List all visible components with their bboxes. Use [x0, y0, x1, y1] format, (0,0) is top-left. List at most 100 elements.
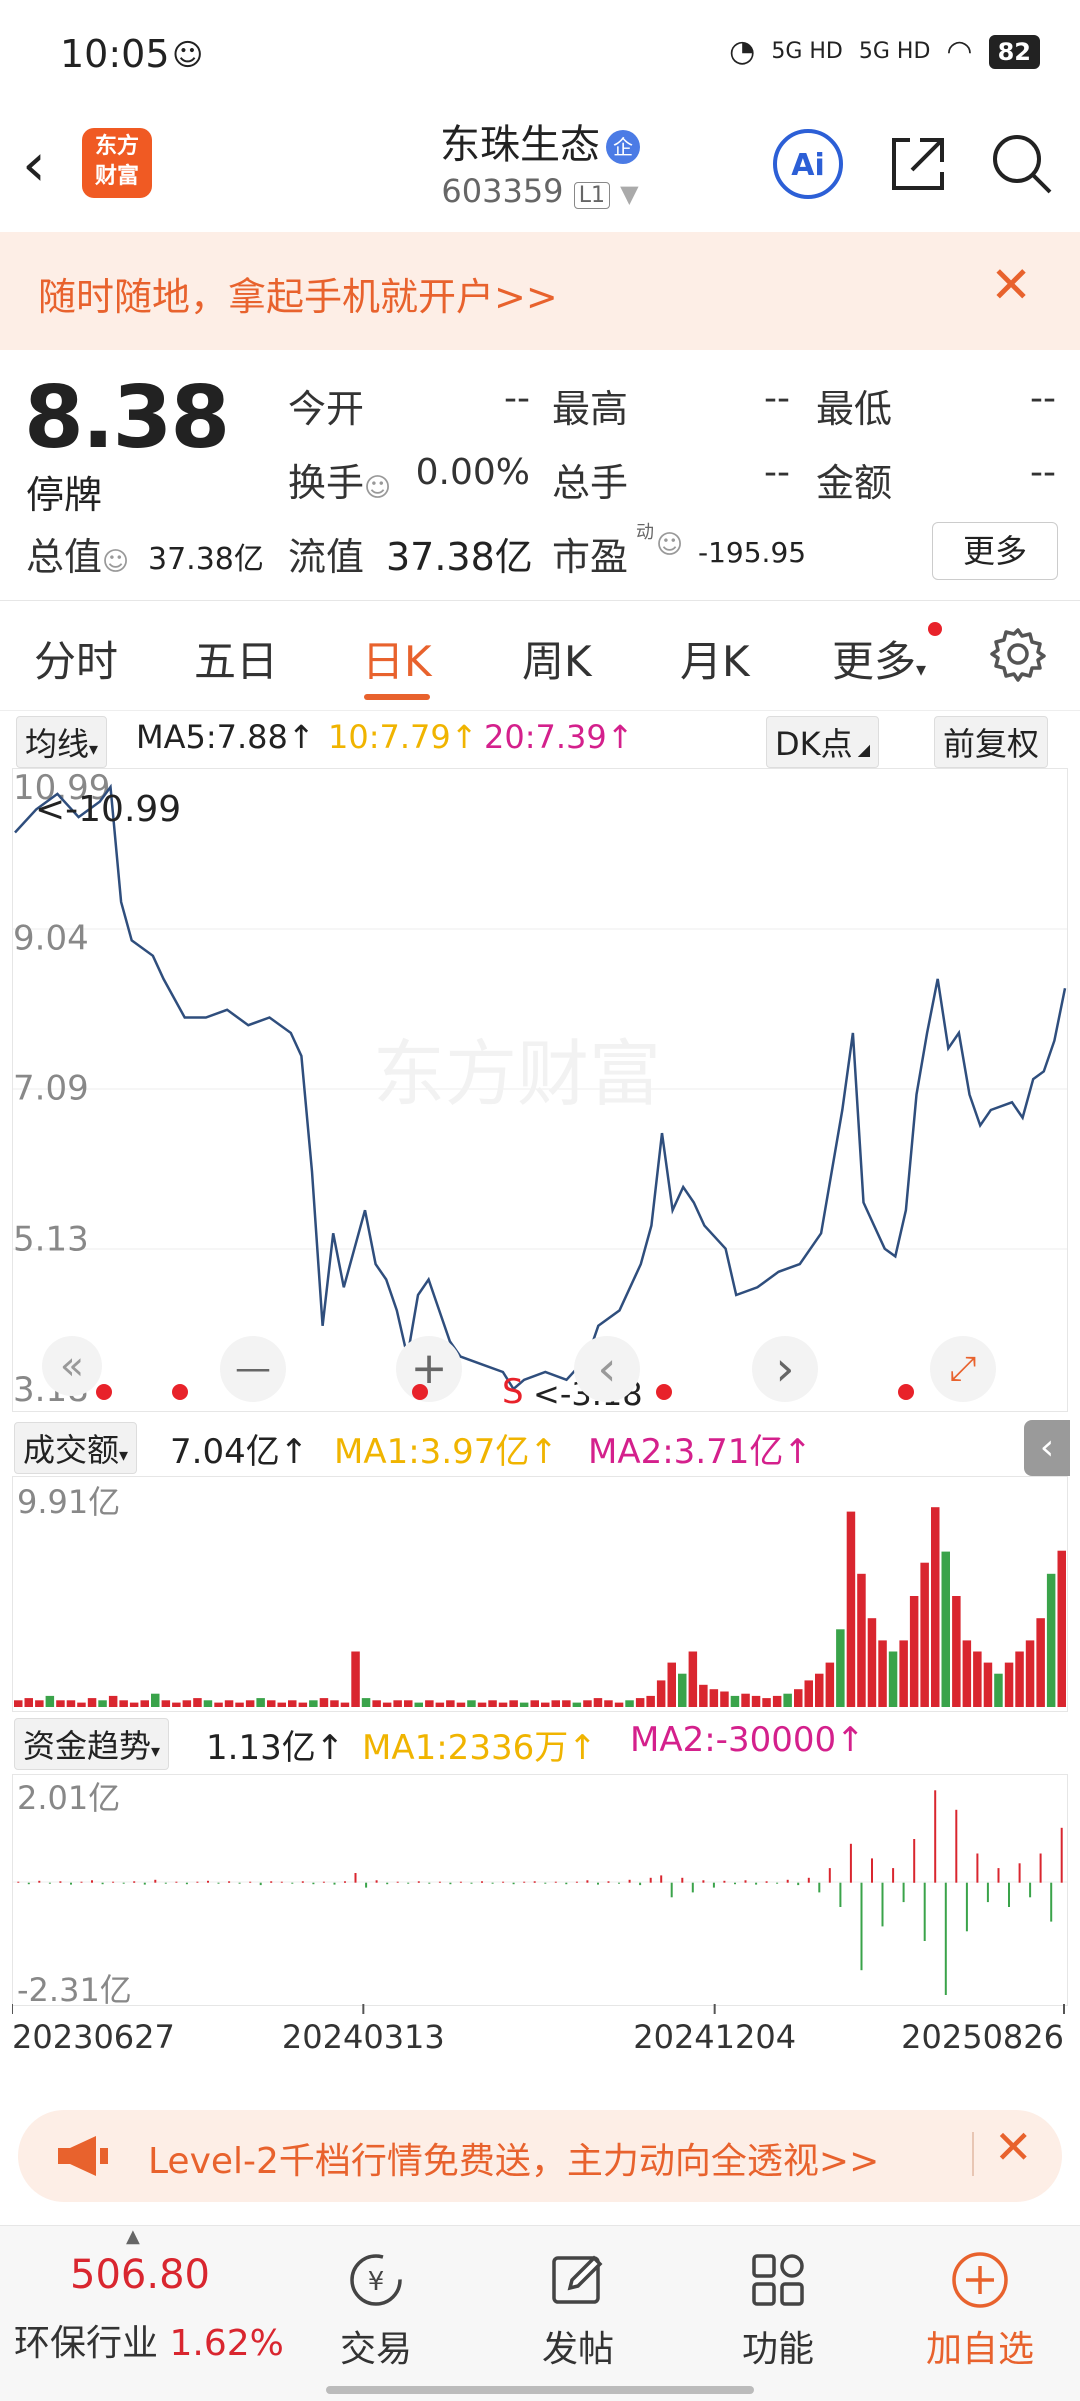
tab-monthly-k[interactable]: 月K — [680, 637, 750, 686]
volume-bar — [288, 1700, 297, 1707]
capital-bar — [797, 1882, 800, 1886]
capital-bar — [417, 1881, 420, 1883]
zoom-in-button[interactable]: + — [396, 1336, 462, 1402]
low-label: 最低 — [816, 387, 893, 431]
capital-ma2: MA2:-30000↑ — [630, 1720, 865, 1760]
volume-bar — [488, 1700, 497, 1707]
prev-button[interactable]: ‹ — [574, 1336, 640, 1402]
volume-bar — [140, 1700, 149, 1707]
brand-logo[interactable]: 东方 财富 — [82, 128, 152, 198]
settings-gear-icon[interactable] — [990, 626, 1046, 682]
event-dot[interactable] — [656, 1384, 672, 1400]
volume-bar — [129, 1702, 139, 1707]
index-name[interactable]: 环保行业 1.62% — [14, 2323, 284, 2364]
next-button[interactable]: › — [752, 1336, 818, 1402]
volume-bar — [530, 1700, 539, 1707]
volume-bar — [625, 1700, 634, 1707]
adjust-price-button[interactable]: 前复权 — [934, 716, 1049, 768]
volume-bar — [667, 1662, 676, 1707]
volume-bar — [551, 1700, 560, 1707]
zoom-out-button[interactable]: — — [220, 1336, 286, 1402]
tab-daily-k[interactable]: 日K — [362, 637, 432, 686]
ai-icon[interactable]: Ai — [770, 126, 846, 202]
add-watchlist-button[interactable]: 加自选 — [880, 2248, 1080, 2372]
volume-bar — [994, 1673, 1003, 1707]
more-quote-button[interactable]: 更多 — [932, 522, 1058, 580]
capital-bar — [407, 1882, 410, 1884]
trade-button[interactable]: ¥ 交易 — [276, 2248, 476, 2372]
capital-selector[interactable]: 资金趋势▾ — [14, 1718, 170, 1770]
share-icon[interactable] — [880, 126, 956, 202]
capital-max-label: 2.01亿 — [17, 1779, 120, 1817]
back-arrow-icon[interactable]: ‹ — [22, 130, 46, 200]
pe-label: 市盈 — [552, 535, 629, 579]
volume-label: 总手 — [552, 461, 629, 505]
tab-five-day[interactable]: 五日 — [194, 637, 279, 686]
ma5-value: MA5:7.88↑ — [136, 718, 315, 756]
stock-name: 东珠生态企 — [0, 112, 1080, 170]
stock-code[interactable]: 603359 L1 ▼ — [441, 172, 639, 210]
volume-bar — [699, 1684, 708, 1707]
search-icon[interactable] — [984, 126, 1060, 202]
volume-bar — [846, 1511, 856, 1707]
turnover-value: 0.00% — [415, 452, 530, 493]
volume-bar — [1057, 1550, 1066, 1707]
open-account-banner[interactable]: 随时随地，拿起手机就开户>> ✕ — [0, 232, 1080, 350]
tab-intraday[interactable]: 分时 — [34, 637, 119, 686]
event-dot[interactable] — [96, 1384, 112, 1400]
price-chart[interactable]: 东方财富 10.999.047.095.133.18 <-10.99 <-3.1… — [12, 768, 1068, 1412]
scroll-left-button[interactable]: « — [42, 1336, 102, 1396]
float-value: 37.38亿 — [386, 535, 533, 579]
signal-s-icon[interactable]: S — [502, 1372, 524, 1412]
ma-selector[interactable]: 均线▾ — [16, 716, 108, 768]
mkt-cap-value: 37.38亿 — [148, 542, 264, 577]
level2-promo-banner[interactable]: Level-2千档行情免费送，主力动向全透视>> ✕ — [18, 2110, 1062, 2202]
capital-bar — [91, 1880, 93, 1883]
capital-bar — [934, 1790, 937, 1883]
volume-indicator-row: 成交额▾ 7.04亿↑ MA1:3.97亿↑ MA2:3.71亿↑ ‹ — [0, 1420, 1080, 1476]
close-icon[interactable]: ✕ — [994, 2120, 1033, 2174]
capital-bar — [523, 1881, 526, 1883]
capital-bar — [333, 1882, 336, 1885]
close-icon[interactable]: ✕ — [990, 256, 1032, 314]
capital-bar — [681, 1877, 684, 1883]
capital-flow-chart[interactable]: 2.01亿 -2.31亿 — [12, 1774, 1068, 2006]
edit-icon — [552, 2255, 603, 2304]
tab-more[interactable]: 更多▾ — [832, 637, 927, 686]
volume-bar — [720, 1691, 729, 1707]
event-dot[interactable] — [412, 1384, 428, 1400]
pe-info-icon[interactable]: ☺ — [656, 530, 684, 560]
date-tick-label: 20230627 — [12, 2018, 175, 2056]
network-1: 5G HD — [771, 39, 843, 64]
volume-selector[interactable]: 成交额▾ — [14, 1422, 138, 1474]
dk-point-button[interactable]: DK点 ◢ — [766, 716, 880, 768]
capital-bar — [396, 1881, 399, 1883]
volume-bar — [519, 1702, 529, 1707]
amount-label: 金额 — [816, 461, 893, 505]
volume-bar — [762, 1698, 771, 1707]
volume-bar — [151, 1693, 160, 1707]
volume-bar — [351, 1651, 360, 1707]
functions-button[interactable]: 功能 — [678, 2248, 878, 2372]
collapse-panel-icon[interactable]: ‹ — [1024, 1420, 1070, 1476]
volume-bar — [498, 1702, 508, 1707]
price-line — [14, 783, 1067, 1391]
index-value[interactable]: 506.80 — [70, 2252, 210, 2298]
capital-bar — [902, 1882, 905, 1903]
capital-bar — [628, 1879, 631, 1883]
tab-weekly-k[interactable]: 周K — [522, 637, 592, 686]
volume-bar — [77, 1702, 86, 1707]
status-time: 10:05 — [60, 32, 170, 76]
fullscreen-icon[interactable]: ⤢ — [930, 1336, 996, 1402]
divider — [972, 2132, 974, 2176]
event-dot[interactable] — [898, 1384, 914, 1400]
capital-bar — [365, 1882, 368, 1888]
post-button[interactable]: 发帖 — [478, 2248, 678, 2372]
expand-arrow-icon[interactable]: ▲ — [126, 2226, 140, 2247]
volume-chart[interactable]: 9.91亿 — [12, 1476, 1068, 1712]
volume-bar — [435, 1702, 445, 1707]
capital-bar — [112, 1881, 115, 1883]
capital-bar — [923, 1882, 926, 1941]
volume-bar — [983, 1662, 993, 1707]
event-dot[interactable] — [172, 1384, 188, 1400]
